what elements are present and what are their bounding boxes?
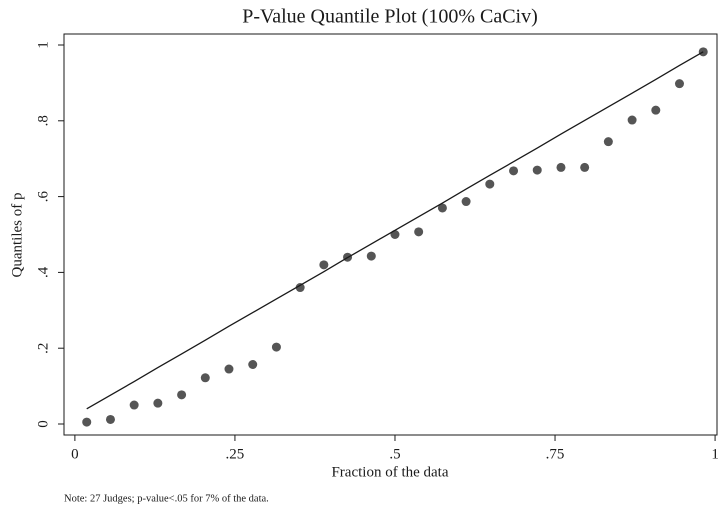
data-point [437,203,447,213]
x-axis-label: Fraction of the data [331,464,448,480]
data-point [366,251,376,261]
note: Note: 27 Judges; p-value<.05 for 7% of t… [64,493,269,504]
x-tick-label: .5 [389,446,400,462]
y-tick-label: 1 [35,41,51,49]
data-point [390,230,400,239]
data-point [271,342,281,352]
data-point [200,373,210,383]
data-point [295,283,305,293]
data-point [248,360,258,370]
data-point [129,400,139,410]
y-tick-label: .8 [35,115,51,126]
data-point [556,162,566,172]
x-tick-label: 1 [711,446,719,462]
data-point [485,179,495,189]
data-point [414,227,424,237]
data-point [627,115,637,125]
x-tick-label: .25 [226,446,245,462]
data-point [319,260,329,270]
plot-frame [63,33,718,436]
y-tick-label: .4 [35,266,51,278]
x-tick-label: 0 [71,446,79,462]
x-tick-label: .75 [546,446,565,462]
y-tick-label: .2 [35,343,51,354]
data-point [532,165,542,175]
data-point [224,364,234,374]
data-point [105,414,115,424]
chart-title: P-Value Quantile Plot (100% CaCiv) [242,6,538,28]
data-point [177,390,187,400]
data-point [509,166,519,176]
data-point [674,79,684,89]
data-point [603,137,613,147]
data-point [153,398,163,408]
reference-line [86,51,704,410]
data-point [82,417,92,427]
data-point [651,105,661,115]
y-tick-label: 0 [35,420,51,428]
y-axis-label: Quantiles of p [9,193,25,278]
data-point [461,197,471,207]
y-tick-label: .6 [35,190,51,202]
data-point [580,162,590,172]
